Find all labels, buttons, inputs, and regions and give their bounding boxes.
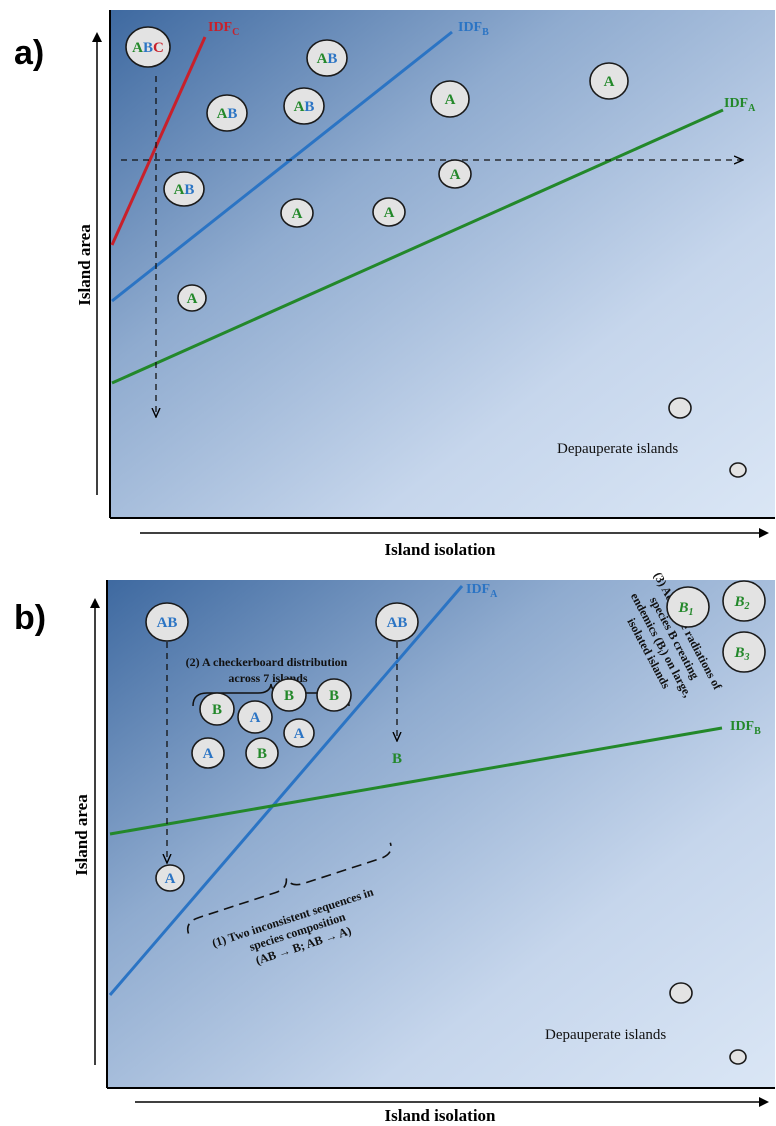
island-ab: AB (306, 39, 348, 77)
svg-text:A: A (165, 871, 176, 887)
idf-b-line (111, 30, 453, 303)
island-a: A (372, 197, 406, 227)
island-ab: AB (206, 94, 248, 132)
svg-text:B3: B3 (733, 645, 749, 663)
panel-a-y-title: Island area (75, 224, 94, 306)
svg-text:B: B (212, 702, 222, 718)
svg-text:B1: B1 (677, 600, 693, 618)
svg-text:B2: B2 (733, 594, 749, 612)
panel-a-depauperate-label: Depauperate islands (557, 441, 678, 457)
svg-text:A: A (604, 74, 615, 90)
svg-text:A: A (294, 726, 305, 742)
island-b1: B1 (666, 586, 710, 628)
panel-b: b) Island area Island isolation IDFA IDF… (14, 570, 775, 1125)
svg-text:AB: AB (317, 51, 338, 67)
svg-text:A: A (250, 710, 261, 726)
idf-b-label: IDFB (458, 20, 489, 38)
idf-a-label: IDFA (724, 96, 756, 114)
svg-text:AB: AB (157, 615, 178, 631)
island-a: A (589, 62, 629, 100)
panel-a-label: a) (14, 34, 44, 72)
svg-text:A: A (450, 167, 461, 183)
island-a: A (191, 737, 225, 769)
island-b: B (316, 678, 352, 712)
sequence-brace (186, 842, 392, 934)
island-a: A (155, 864, 185, 892)
island-a: A (430, 80, 470, 118)
svg-text:AB: AB (174, 182, 195, 198)
idf-c-line (110, 36, 207, 246)
panel-a-x-title: Island isolation (384, 540, 496, 559)
depauperate-island (729, 462, 747, 478)
island-a: A (237, 700, 273, 734)
island-abc: ABC (125, 26, 171, 68)
island-a: A (280, 198, 314, 228)
panel-b-label: b) (14, 599, 46, 637)
svg-text:B: B (329, 688, 339, 704)
idf-a-line (111, 108, 724, 385)
panel-b-y-title: Island area (72, 794, 91, 876)
species-b-result: B (392, 751, 402, 767)
svg-text:B: B (284, 688, 294, 704)
island-ab: AB (283, 87, 325, 125)
svg-text:B: B (257, 746, 267, 762)
island-a: A (177, 284, 207, 312)
svg-text:A: A (384, 205, 395, 221)
panel-b-depauperate-label: Depauperate islands (545, 1027, 666, 1043)
depauperate-island (669, 982, 693, 1004)
svg-text:A: A (445, 92, 456, 108)
panel-a: a) Island area Island isolation IDFC IDF… (14, 10, 775, 559)
idf-b-line (109, 726, 723, 836)
svg-text:AB: AB (387, 615, 408, 631)
island-a: A (438, 159, 472, 189)
island-b: B (245, 737, 279, 769)
svg-text:A: A (203, 746, 214, 762)
svg-text:A: A (292, 206, 303, 222)
island-ab: AB (163, 171, 205, 207)
island-ab: AB (145, 602, 189, 642)
svg-text:A: A (187, 291, 198, 307)
idf-c-label: IDFC (208, 20, 239, 38)
depauperate-island (729, 1049, 747, 1065)
island-b2: B2 (722, 580, 766, 622)
svg-text:ABC: ABC (132, 40, 164, 56)
svg-text:AB: AB (217, 106, 238, 122)
island-a: A (283, 718, 315, 748)
idf-b-label: IDFB (730, 719, 761, 737)
panel-b-x-title: Island isolation (384, 1106, 496, 1125)
island-b3: B3 (722, 631, 766, 673)
idf-a-line (108, 585, 464, 996)
island-ab: AB (375, 602, 419, 642)
depauperate-island (668, 397, 692, 419)
idf-a-label: IDFA (466, 582, 498, 600)
island-b: B (199, 692, 235, 726)
svg-text:AB: AB (294, 99, 315, 115)
panel-b-background (107, 580, 775, 1088)
island-b: B (271, 678, 307, 712)
